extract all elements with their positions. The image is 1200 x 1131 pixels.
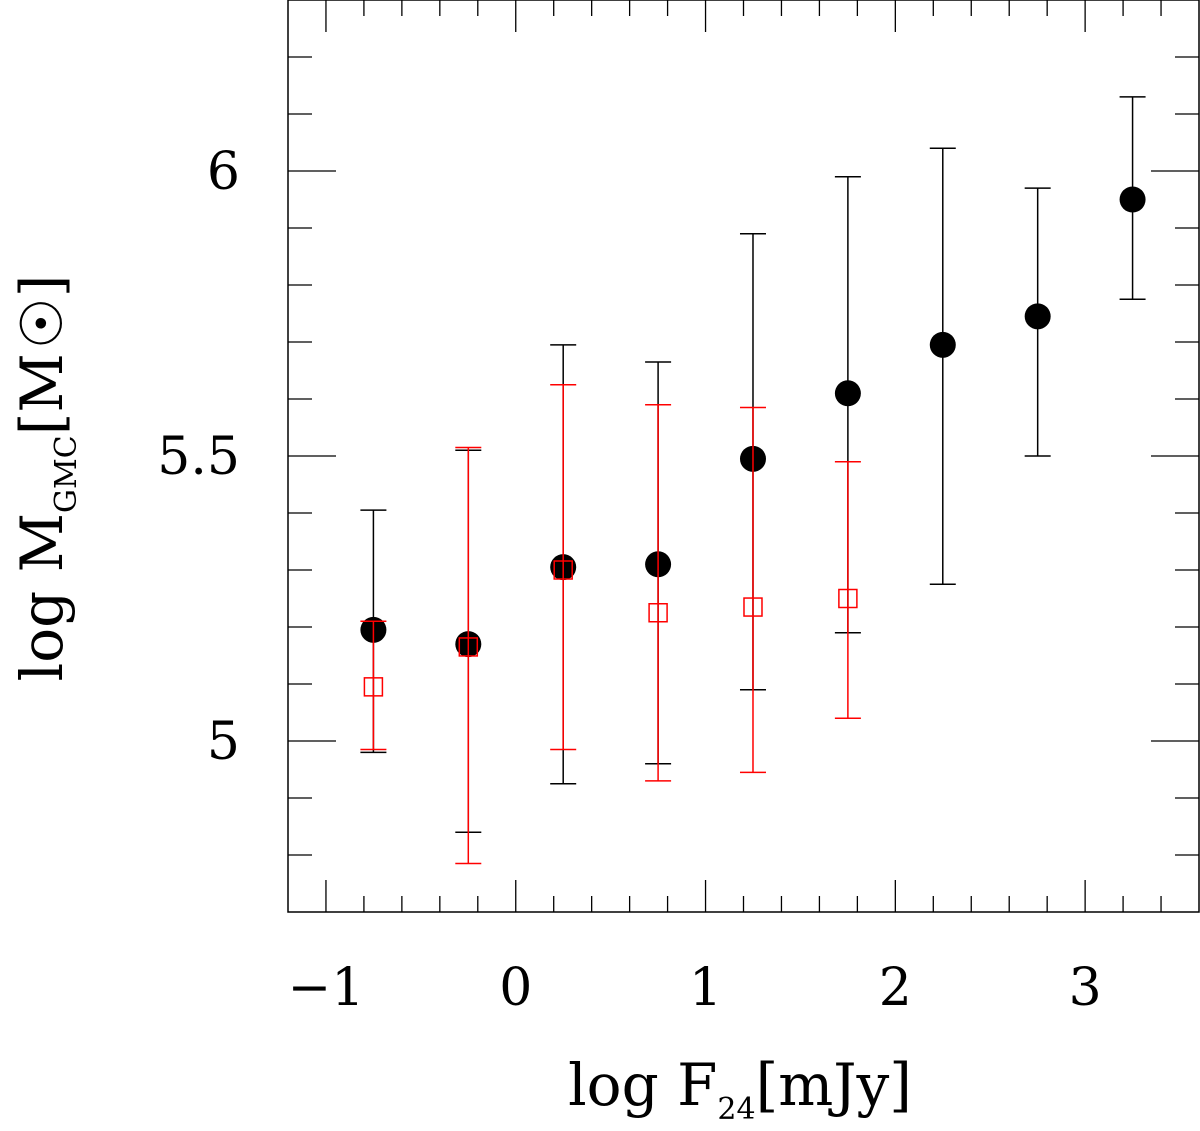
data-series [360,96,1146,865]
data-point [1119,186,1146,213]
y-axis-title: log MGMC[M☉] [8,275,84,682]
data-point [834,380,861,407]
data-point [743,597,763,617]
x-tick-label: 2 [879,958,912,1018]
x-tick-label: −1 [288,958,365,1018]
data-point [929,331,956,358]
svg-text:log MGMC[M☉]: log MGMC[M☉] [8,275,84,682]
x-tick-label: 1 [689,958,722,1018]
data-point [838,588,858,609]
data-point [458,637,479,657]
data-point [553,560,573,580]
x-tick-labels: −1 0 1 2 3 [288,958,1102,1018]
y-tick-label: 5.5 [157,427,240,487]
x-tick-label: 0 [499,958,532,1018]
y-tick-label: 5 [207,712,240,772]
x-axis-title: log F24[mJy] [568,1051,912,1127]
sun-symbol: ☉ [8,297,76,349]
x-tick-label: 3 [1069,958,1102,1018]
data-point [648,603,668,623]
data-point [363,677,384,697]
axis-ticks [288,0,1199,912]
y-tick-label: 6 [207,142,240,202]
y-tick-labels: 55.56 [157,142,240,772]
series-red-squares [360,384,861,865]
data-point [1024,303,1051,330]
